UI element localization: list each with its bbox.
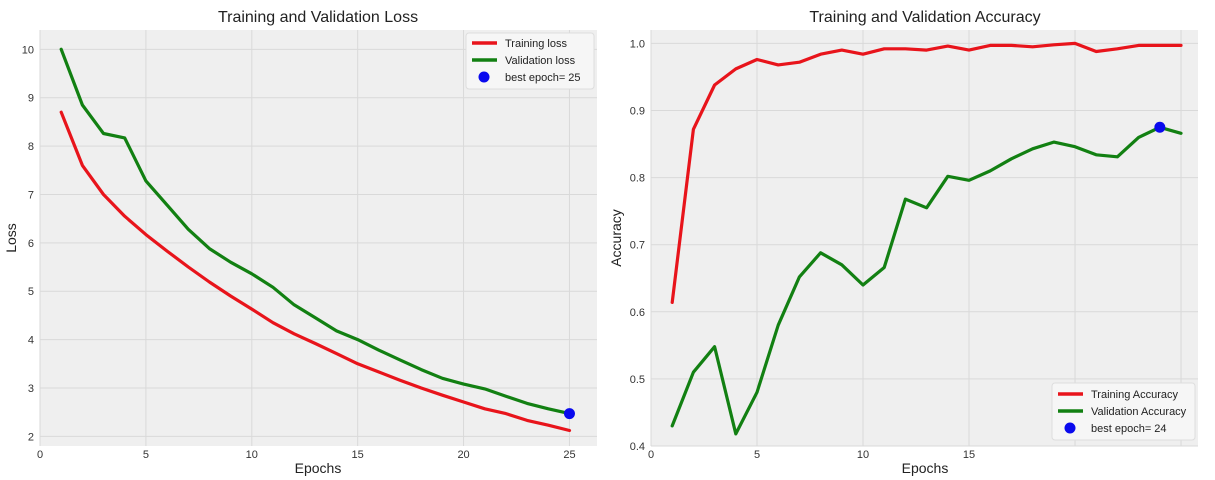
accuracy-legend-box [1051, 382, 1196, 441]
loss-series [59, 47, 575, 433]
validation-loss-line [59, 47, 572, 416]
accuracy-y-tick-label: 0.8 [630, 173, 645, 185]
loss-chart-title: Training and Validation Loss [218, 9, 418, 26]
accuracy-x-axis-label: Epochs [902, 460, 949, 476]
accuracy-y-tick-label: 0.4 [630, 441, 645, 453]
accuracy-x-ticks: 0 5 10 15 [648, 449, 975, 461]
loss-y-tick-label: 2 [28, 431, 34, 443]
loss-x-tick-label: 20 [457, 449, 469, 461]
loss-x-tick-label: 5 [143, 449, 149, 461]
loss-y-tick-label: 4 [28, 335, 34, 347]
validation-accuracy-line [670, 125, 1183, 436]
loss-grid [39, 30, 597, 446]
loss-legend: Training loss Validation loss best epoch… [465, 32, 595, 90]
loss-y-tick-label: 5 [28, 286, 34, 298]
loss-x-tick-label: 10 [246, 449, 258, 461]
accuracy-y-axis-label: Accuracy [608, 209, 624, 267]
accuracy-plot-area [651, 30, 1198, 446]
loss-x-tick-label: 0 [37, 449, 43, 461]
loss-y-tick-label: 6 [28, 238, 34, 250]
loss-x-ticks: 0 5 10 15 20 25 [37, 449, 576, 461]
accuracy-grid [650, 30, 1198, 447]
accuracy-series [670, 41, 1183, 436]
training-accuracy-line [670, 41, 1183, 304]
accuracy-y-tick-label: 0.6 [630, 307, 645, 319]
accuracy-y-ticks: 0.4 0.5 0.6 0.7 0.8 0.9 1.0 [630, 38, 645, 453]
accuracy-chart-title: Training and Validation Accuracy [809, 9, 1040, 26]
accuracy-best-epoch-point [1154, 121, 1166, 133]
loss-y-ticks: 2 3 4 5 6 7 8 9 10 [22, 44, 34, 443]
accuracy-y-tick-label: 0.9 [630, 106, 645, 118]
loss-y-tick-label: 7 [28, 189, 34, 201]
loss-y-tick-label: 3 [28, 383, 34, 395]
loss-legend-box [465, 32, 595, 90]
loss-y-tick-label: 10 [22, 44, 34, 56]
legend-best-epoch-label: best epoch= 25 [505, 72, 581, 84]
accuracy-x-tick-label: 10 [857, 449, 869, 461]
accuracy-chart: 0 5 10 15 0.4 0.5 0.6 0.7 0.8 0.9 1.0 Training an… [608, 9, 1198, 476]
loss-chart: 0 5 10 15 20 25 2 3 4 5 6 7 8 9 10 Training and Valid… [3, 9, 597, 476]
accuracy-x-tick-label: 5 [754, 449, 760, 461]
accuracy-legend: Training Accuracy Validation Accuracy be… [1051, 382, 1196, 441]
legend-best-epoch-label: best epoch= 24 [1091, 423, 1167, 435]
accuracy-y-tick-label: 1.0 [630, 38, 645, 50]
loss-x-tick-label: 15 [352, 449, 364, 461]
loss-plot-area [40, 30, 597, 446]
legend-validation-accuracy-label: Validation Accuracy [1091, 406, 1187, 418]
legend-best-epoch-marker [478, 71, 490, 83]
loss-best-epoch-point [563, 408, 575, 420]
accuracy-y-tick-label: 0.5 [630, 374, 645, 386]
loss-x-tick-label: 25 [563, 449, 575, 461]
accuracy-y-tick-label: 0.7 [630, 240, 645, 252]
loss-y-tick-label: 9 [28, 93, 34, 105]
legend-training-accuracy-label: Training Accuracy [1091, 389, 1179, 401]
accuracy-x-tick-label: 0 [648, 449, 654, 461]
loss-y-tick-label: 8 [28, 141, 34, 153]
legend-validation-loss-label: Validation loss [505, 55, 576, 67]
legend-best-epoch-marker [1064, 422, 1076, 434]
accuracy-x-tick-label: 15 [963, 449, 975, 461]
loss-y-axis-label: Loss [3, 223, 19, 253]
legend-training-loss-label: Training loss [505, 38, 567, 50]
training-loss-line [59, 110, 572, 433]
loss-x-axis-label: Epochs [295, 460, 342, 476]
